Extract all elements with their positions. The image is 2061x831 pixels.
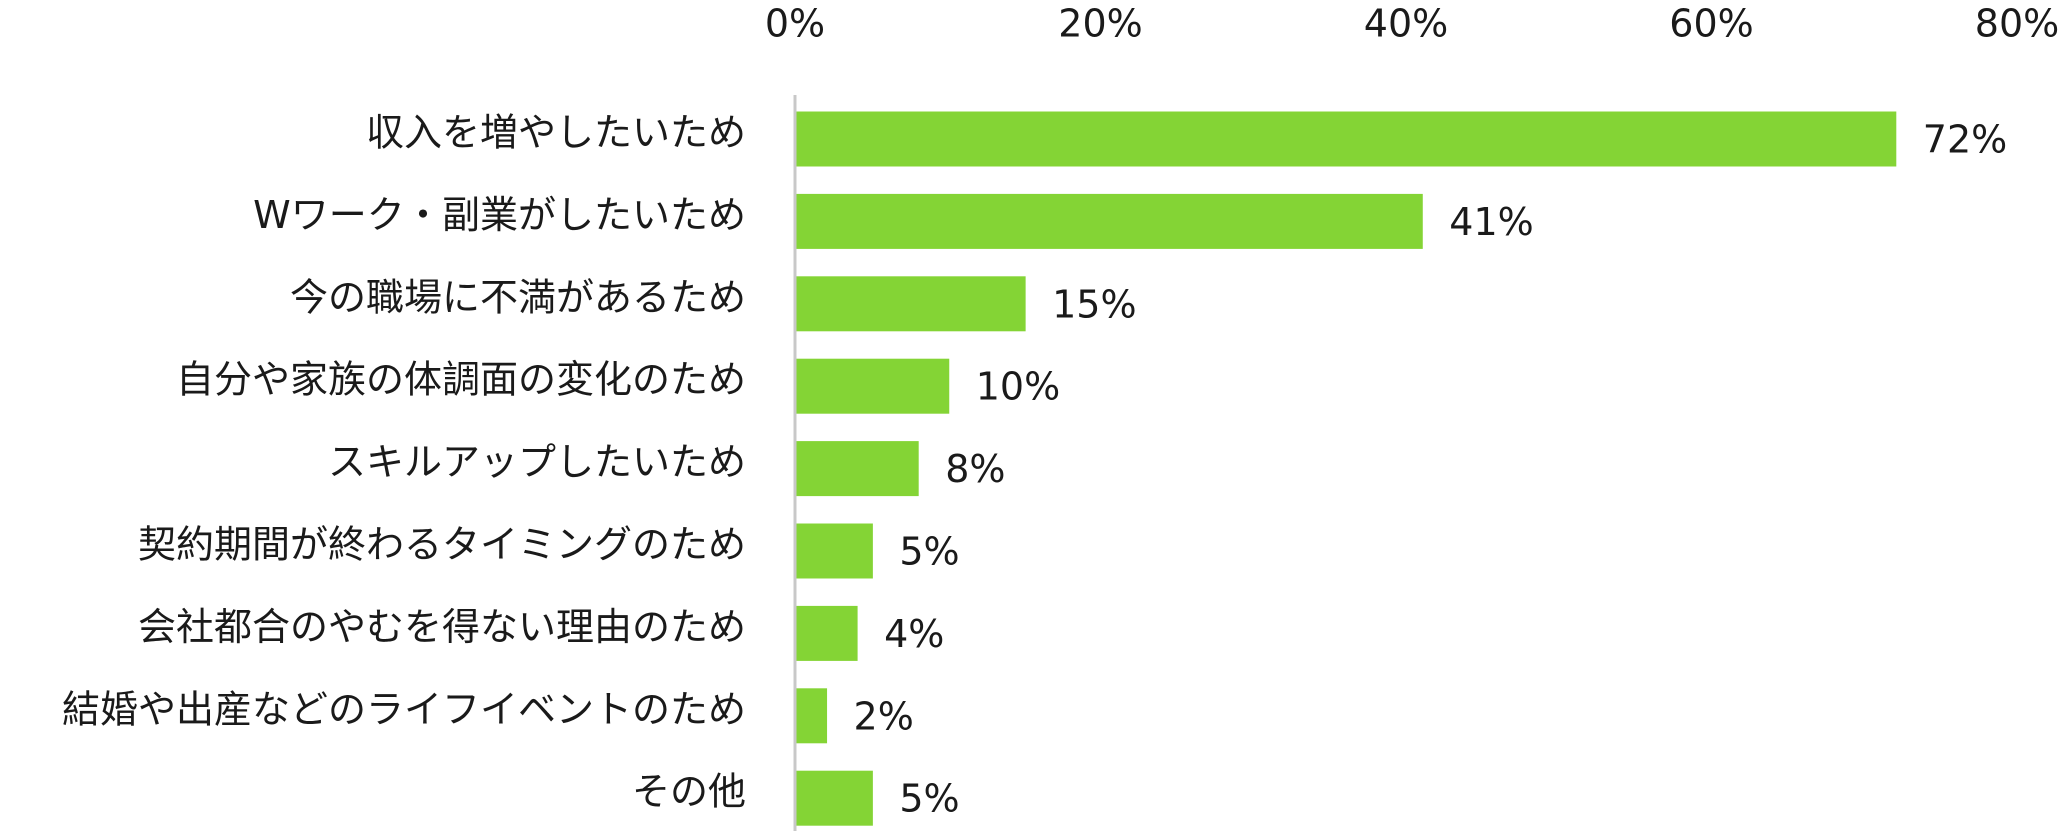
y-tick-label: 収入を増やしたいため [366, 111, 746, 155]
x-tick-label: 80% [1975, 2, 2059, 46]
value-label: 8% [945, 447, 1005, 491]
bar [796, 358, 950, 414]
y-tick-label: 契約期間が終わるタイミングのため [138, 523, 746, 567]
value-label: 15% [1052, 282, 1136, 326]
value-label: 10% [976, 365, 1060, 409]
y-tick-label: 結婚や出産などのライフイベントのため [62, 687, 746, 731]
bar [796, 111, 1897, 167]
x-tick-label: 20% [1058, 2, 1142, 46]
x-tick-label: 60% [1669, 2, 1753, 46]
y-tick-label: スキルアップしたいため [328, 440, 746, 484]
x-tick-label: 40% [1364, 2, 1448, 46]
y-tick-label: その他 [632, 770, 746, 814]
bar [796, 276, 1026, 332]
y-tick-label: Wワーク・副業がしたいため [253, 193, 746, 237]
value-label: 5% [899, 530, 959, 574]
value-label: 5% [899, 777, 959, 821]
bar [796, 770, 873, 826]
y-tick-label: 今の職場に不満があるため [290, 275, 746, 319]
bar [796, 605, 858, 661]
y-tick-label: 会社都合のやむを得ない理由のため [138, 605, 746, 649]
bar [796, 688, 828, 744]
value-label: 72% [1923, 118, 2007, 162]
y-tick-label: 自分や家族の体調面の変化のため [176, 358, 746, 402]
bar [796, 441, 919, 497]
x-tick-label: 0% [765, 2, 825, 46]
value-label: 2% [854, 694, 914, 738]
value-label: 41% [1449, 200, 1533, 244]
value-label: 4% [884, 612, 944, 656]
bar [796, 193, 1423, 249]
bar [796, 523, 873, 579]
